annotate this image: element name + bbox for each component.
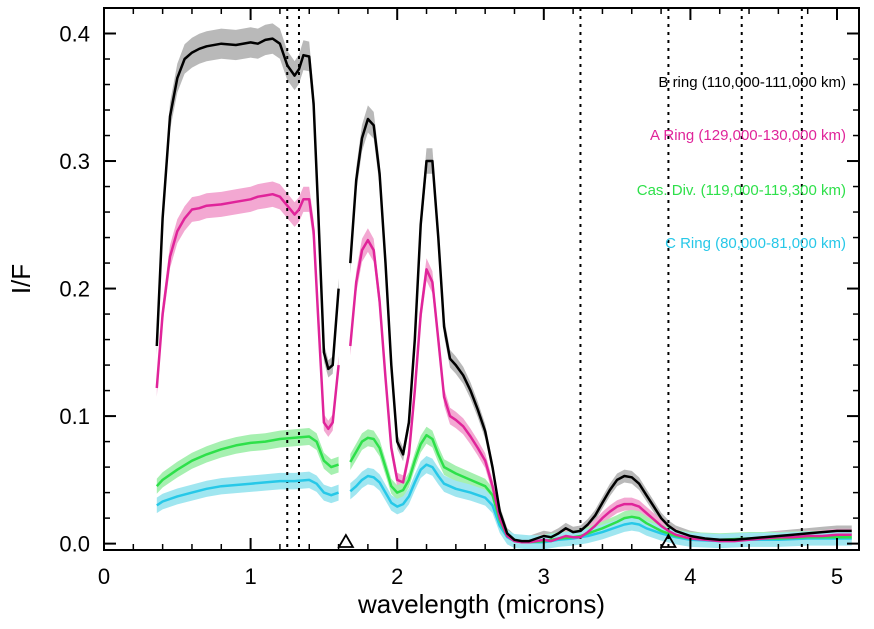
legend-entry-2: Cas. Div. (119,000-119,300 km) — [637, 182, 846, 199]
x-tick-label: 3 — [538, 564, 550, 589]
series-line-2-0 — [155, 435, 340, 488]
axis-ticks: 0 1 2 3 4 5 0.0 0.1 0.2 0.3 0.4 — [59, 8, 859, 589]
triangle-marker-1 — [659, 533, 677, 548]
y-tick-label: 0.4 — [59, 22, 90, 47]
series-band-3-1 — [350, 456, 852, 550]
x-axis-title: wavelength (microns) — [357, 589, 605, 619]
x-tick-label: 1 — [244, 564, 256, 589]
series-line-1-1 — [349, 238, 852, 544]
y-axis-title: I/F — [6, 264, 36, 294]
y-tick-label: 0.0 — [59, 532, 90, 557]
series-lines — [155, 37, 852, 544]
x-tick-label: 5 — [831, 564, 843, 589]
series-band-2-0 — [156, 428, 339, 494]
series-line-0-0 — [155, 37, 340, 371]
x-tick-label: 4 — [684, 564, 696, 589]
uncertainty-bands — [156, 23, 852, 550]
x-tick-label: 0 — [98, 564, 110, 589]
triangle-marker-0 — [337, 533, 355, 548]
plot-area: 0 1 2 3 4 5 0.0 0.1 0.2 0.3 0.4 — [59, 7, 860, 589]
series-line-3-0 — [156, 478, 340, 507]
triangle-markers — [337, 533, 677, 548]
series-band-3-0 — [156, 471, 339, 514]
legend-entry-0: B ring (110,000-111,000 km) — [658, 74, 846, 91]
y-tick-label: 0.2 — [59, 277, 90, 302]
legend-entry-1: A Ring (129,000-130,000 km) — [650, 127, 846, 144]
plot-frame — [103, 7, 860, 551]
legend-entry-3: C Ring (80,000-81,000 km) — [665, 235, 846, 252]
series-line-0-1 — [349, 117, 852, 543]
y-tick-label: 0.1 — [59, 404, 90, 429]
x-tick-label: 2 — [391, 564, 403, 589]
vertical-dotted-lines — [286, 8, 803, 550]
legend: B ring (110,000-111,000 km) A Ring (129,0… — [637, 74, 846, 252]
series-line-1-0 — [155, 192, 340, 431]
y-tick-label: 0.3 — [59, 149, 90, 174]
